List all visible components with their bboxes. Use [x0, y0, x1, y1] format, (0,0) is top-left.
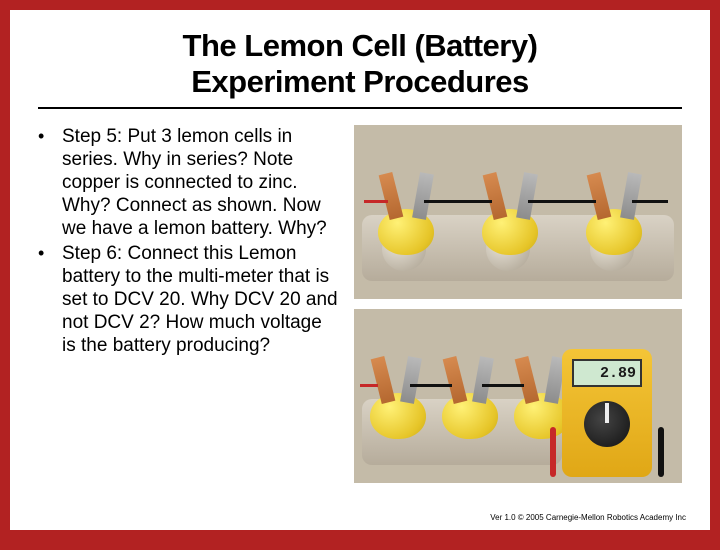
- zinc-strip-icon: [412, 172, 434, 220]
- photo-lemon-series: [354, 125, 682, 299]
- lemon-icon: [370, 393, 426, 439]
- meter-dial-icon: [584, 401, 630, 447]
- wire-icon: [364, 200, 388, 203]
- slide: The Lemon Cell (Battery) Experiment Proc…: [10, 10, 710, 530]
- photo-lemon-meter: 2.89: [354, 309, 682, 483]
- text-column: • Step 5: Put 3 lemon cells in series. W…: [38, 125, 340, 483]
- probe-black-icon: [658, 427, 664, 477]
- bullet-list: • Step 5: Put 3 lemon cells in series. W…: [38, 125, 340, 357]
- list-item: • Step 5: Put 3 lemon cells in series. W…: [38, 125, 340, 240]
- bullet-text: Step 6: Connect this Lemon battery to th…: [62, 242, 340, 357]
- zinc-strip-icon: [400, 356, 422, 404]
- copper-strip-icon: [483, 172, 508, 220]
- content-row: • Step 5: Put 3 lemon cells in series. W…: [38, 125, 682, 483]
- bullet-icon: •: [38, 125, 62, 240]
- meter-display: 2.89: [572, 359, 642, 387]
- title-line-1: The Lemon Cell (Battery): [183, 28, 538, 63]
- wire-icon: [424, 200, 492, 203]
- zinc-strip-icon: [620, 172, 642, 220]
- wire-icon: [482, 384, 524, 387]
- copper-strip-icon: [379, 172, 404, 220]
- copper-strip-icon: [587, 172, 612, 220]
- wire-icon: [360, 384, 378, 387]
- wire-icon: [632, 200, 668, 203]
- bullet-text: Step 5: Put 3 lemon cells in series. Why…: [62, 125, 340, 240]
- page-title: The Lemon Cell (Battery) Experiment Proc…: [38, 28, 682, 99]
- footer-text: Ver 1.0 © 2005 Carnegie-Mellon Robotics …: [490, 513, 686, 522]
- multimeter-icon: 2.89: [562, 349, 652, 477]
- copper-strip-icon: [371, 356, 396, 404]
- lemon-icon: [442, 393, 498, 439]
- copper-strip-icon: [443, 356, 468, 404]
- probe-red-icon: [550, 427, 556, 477]
- copper-strip-icon: [515, 356, 540, 404]
- title-rule: [38, 107, 682, 109]
- zinc-strip-icon: [472, 356, 494, 404]
- wire-icon: [410, 384, 452, 387]
- zinc-strip-icon: [516, 172, 538, 220]
- bullet-icon: •: [38, 242, 62, 357]
- list-item: • Step 6: Connect this Lemon battery to …: [38, 242, 340, 357]
- title-line-2: Experiment Procedures: [191, 64, 529, 99]
- image-column: 2.89: [354, 125, 682, 483]
- wire-icon: [528, 200, 596, 203]
